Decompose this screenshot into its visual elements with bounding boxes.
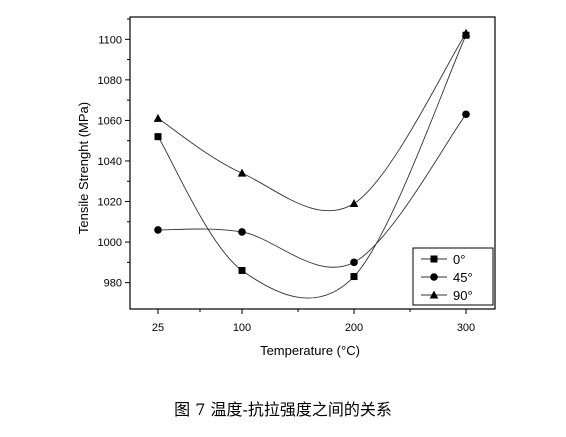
- series-curves: [157, 32, 467, 299]
- legend: 0° 45° 90°: [412, 247, 494, 306]
- data-point-circle: [238, 228, 246, 236]
- series-curve-circle: [157, 114, 467, 268]
- series-curve-triangle: [157, 32, 467, 212]
- series-curve-square: [157, 35, 467, 299]
- series-markers: [153, 28, 471, 281]
- x-tick-label: 100: [233, 322, 251, 334]
- data-point-triangle: [461, 28, 471, 37]
- plot-frame: [129, 16, 496, 310]
- y-tick-label: 1080: [98, 75, 122, 87]
- data-point-square: [350, 273, 358, 281]
- legend-label: 90°: [453, 288, 473, 303]
- data-point-square: [238, 266, 246, 274]
- x-tick-label: 200: [345, 322, 363, 334]
- data-point-circle: [462, 110, 470, 119]
- y-tick-label: 1020: [98, 197, 122, 209]
- x-tick-label: 300: [457, 322, 475, 334]
- data-point-triangle: [153, 113, 163, 122]
- y-tick-label: 1100: [98, 34, 122, 46]
- y-axis-label: Tensile Strenght (MPa): [76, 102, 91, 234]
- y-tick-label: 1060: [98, 115, 122, 127]
- legend-marker-triangle: [429, 290, 439, 299]
- figure-caption: 图 7 温度-抗拉强度之间的关系: [174, 400, 392, 419]
- y-tick-label: 980: [104, 278, 122, 290]
- legend-label: 45°: [453, 270, 473, 285]
- legend-marker-circle: [430, 273, 438, 281]
- data-point-square: [154, 133, 162, 141]
- data-point-circle: [154, 226, 162, 234]
- x-axis-label: Temperature (°C): [260, 343, 360, 358]
- data-point-triangle: [237, 168, 247, 177]
- y-tick-label: 1000: [98, 237, 122, 249]
- y-axis-ticks: 980 1000 1020 1040 1060 1080 1100: [98, 18, 130, 290]
- plot-border: [129, 16, 496, 310]
- x-axis-ticks: 25 100 200 300: [152, 309, 475, 334]
- data-point-circle: [350, 258, 358, 267]
- y-tick-label: 1040: [98, 156, 122, 168]
- legend-label: 0°: [453, 252, 465, 267]
- data-point-triangle: [349, 199, 359, 208]
- legend-marker-square: [430, 255, 438, 263]
- x-tick-label: 25: [152, 322, 164, 334]
